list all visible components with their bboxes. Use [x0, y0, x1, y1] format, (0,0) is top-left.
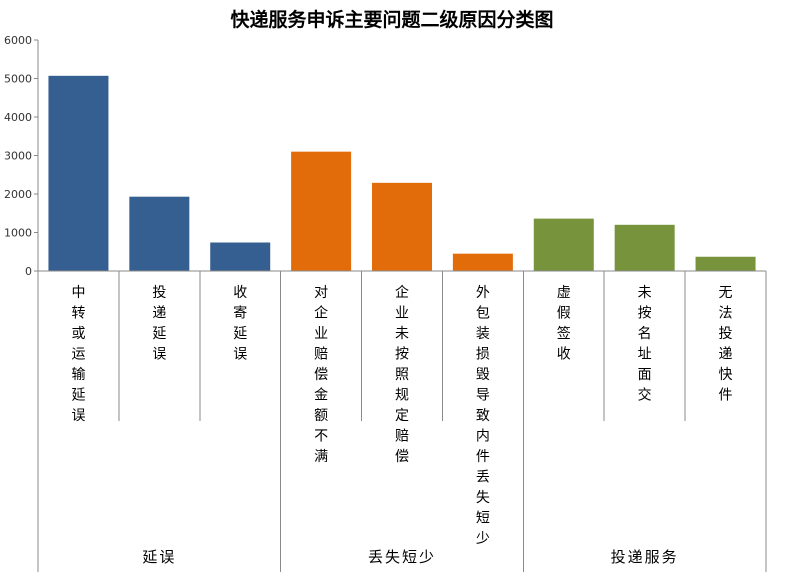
- bar: [291, 151, 352, 271]
- category-label: 企业未按照规定赔偿: [395, 284, 409, 465]
- category-label: 收寄延误: [233, 285, 247, 363]
- category-label: 虚假签收: [557, 285, 571, 363]
- category-label: 未按名址面交: [638, 285, 652, 404]
- y-tick-label: 6000: [4, 34, 32, 47]
- group-label: 丢失短少: [368, 548, 436, 566]
- y-tick-label: 5000: [4, 73, 32, 86]
- category-label: 投递延误: [152, 285, 166, 363]
- bars: [48, 75, 756, 272]
- bar: [372, 182, 432, 271]
- category-label: 外包装损毁导致内件丢失短少: [476, 285, 490, 547]
- bar: [48, 75, 109, 272]
- bar: [614, 224, 675, 271]
- y-axis: 0 1000 2000 3000 4000 5000 6000: [4, 34, 39, 572]
- category-label: 无法投递快件: [719, 285, 733, 404]
- y-tick-label: 2000: [4, 188, 32, 201]
- y-tick-label: 0: [25, 265, 32, 278]
- group-label: 投递服务: [611, 548, 679, 566]
- group-label: 延误: [142, 548, 176, 566]
- y-tick-label: 4000: [4, 111, 32, 124]
- chart-title: 快递服务申诉主要问题二级原因分类图: [230, 8, 553, 31]
- bar: [210, 242, 271, 271]
- y-tick-label: 3000: [4, 150, 32, 163]
- category-label: 中转或运输延误: [71, 285, 85, 424]
- category-label: 对企业赔偿金额不满: [314, 285, 328, 465]
- bar: [129, 196, 190, 271]
- bar: [533, 218, 594, 271]
- y-tick-label: 1000: [4, 227, 32, 240]
- bar: [695, 256, 756, 271]
- bar: [452, 253, 513, 271]
